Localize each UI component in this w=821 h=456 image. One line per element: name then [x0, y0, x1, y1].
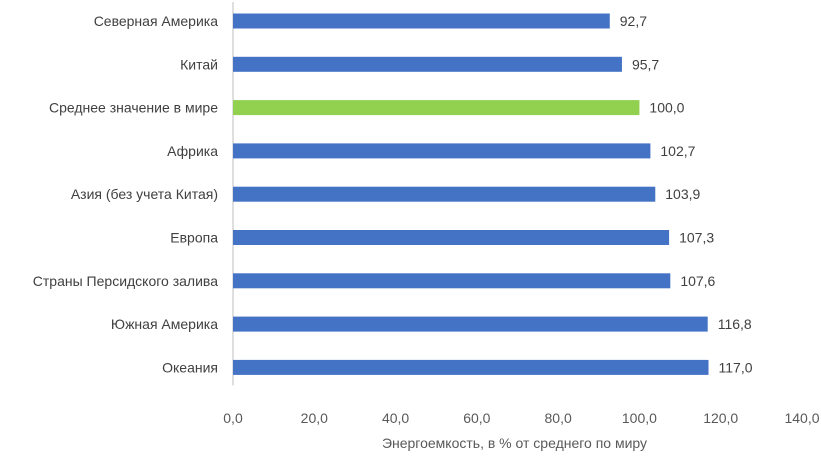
- value-label: 103,9: [665, 186, 700, 202]
- x-tick-label: 120,0: [703, 410, 738, 426]
- x-tick-label: 0,0: [223, 410, 243, 426]
- category-label: Северная Америка: [94, 13, 219, 29]
- x-tick-label: 20,0: [301, 410, 328, 426]
- bar-7: [233, 316, 708, 332]
- x-tick-labels: 0,0 20,0 40,0 60,0 80,0 100,0 120,0 140,0: [223, 410, 819, 426]
- bar-3: [233, 143, 651, 159]
- x-tick-label: 60,0: [463, 410, 490, 426]
- bar-4: [233, 186, 656, 202]
- category-label: Китай: [180, 56, 218, 72]
- value-label: 117,0: [719, 359, 753, 375]
- category-label: Южная Америка: [111, 316, 218, 332]
- category-label: Страны Персидского залива: [33, 273, 218, 289]
- value-label: 100,0: [649, 100, 684, 116]
- bar-1: [233, 56, 622, 72]
- category-label: Океания: [162, 359, 218, 375]
- value-label: 102,7: [660, 143, 695, 159]
- value-label: 95,7: [632, 56, 659, 72]
- value-label: 116,8: [718, 316, 752, 332]
- x-tick-label: 40,0: [382, 410, 409, 426]
- value-label: 107,6: [680, 273, 715, 289]
- bar-8: [233, 359, 709, 375]
- category-label: Азия (без учета Китая): [71, 186, 218, 202]
- x-axis-title: Энергоемкость, в % от среднего по миру: [382, 435, 647, 451]
- bar-6: [233, 273, 671, 289]
- value-label: 107,3: [679, 230, 714, 246]
- bar-0: [233, 13, 610, 29]
- bar-5: [233, 230, 670, 245]
- x-tick-label: 80,0: [545, 410, 572, 426]
- category-label: Африка: [167, 143, 218, 159]
- category-label: Европа: [170, 230, 218, 246]
- category-label: Среднее значение в мире: [49, 100, 218, 116]
- category-labels: Северная Америка Китай Среднее значение в …: [33, 13, 218, 375]
- x-tick-label: 100,0: [622, 410, 657, 426]
- bars: [233, 13, 709, 375]
- value-labels: 92,7 95,7 100,0 102,7 103,9 107,3 107,6 116,8 11…: [620, 13, 753, 375]
- x-tick-label: 140,0: [784, 410, 819, 426]
- bar-2: [233, 100, 640, 116]
- value-label: 92,7: [620, 13, 647, 29]
